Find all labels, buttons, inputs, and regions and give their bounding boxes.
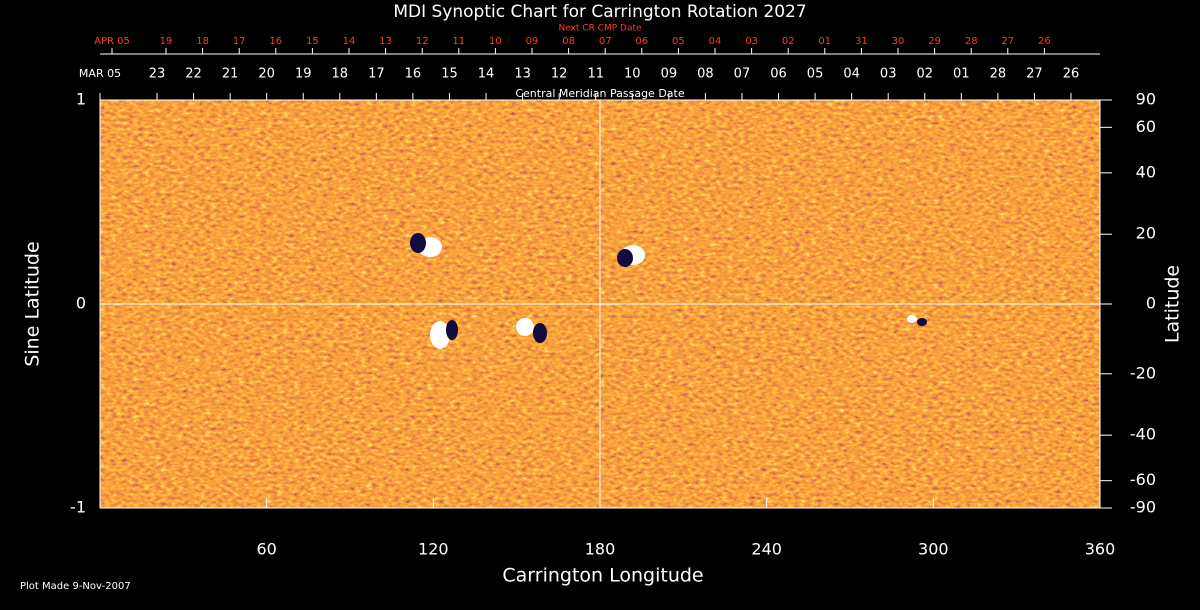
next-date-label: 06	[635, 36, 648, 47]
cmp-date-label: 12	[551, 67, 568, 82]
cmp-date-label: 08	[697, 67, 714, 82]
y2-tick-label: -20	[1130, 363, 1156, 382]
cmp-date-label: 13	[514, 67, 531, 82]
cmp-date-label: 16	[405, 67, 422, 82]
cmp-date-label: 09	[661, 67, 678, 82]
cmp-date-label: 10	[624, 67, 641, 82]
y-tick-label: -1	[70, 498, 86, 517]
next-date-label: 12	[416, 36, 429, 47]
cmp-date-label: 28	[990, 67, 1007, 82]
next-date-label: 26	[1038, 36, 1051, 47]
y2-axis-title: Latitude	[1162, 265, 1184, 343]
next-date-label: 29	[928, 36, 941, 47]
cmp-date-label: 11	[587, 67, 604, 82]
next-date-label: 18	[196, 36, 209, 47]
next-axis-title: Next CR CMP Date	[558, 24, 642, 34]
y2-tick-label: 60	[1136, 117, 1156, 136]
cmp-date-label: 22	[185, 67, 202, 82]
chart-title: MDI Synoptic Chart for Carrington Rotati…	[393, 2, 806, 22]
y2-tick-label: 0	[1146, 294, 1156, 313]
y2-tick-label: 90	[1136, 90, 1156, 109]
x-tick-label: 300	[918, 540, 949, 559]
cmp-date-label: MAR 05	[79, 67, 121, 80]
next-date-label: 13	[379, 36, 392, 47]
y2-tick-label: -40	[1130, 425, 1156, 444]
x-axis-title: Carrington Longitude	[502, 565, 703, 587]
next-date-label: 02	[782, 36, 795, 47]
y2-tick-label: 40	[1136, 162, 1156, 181]
next-date-label: 28	[965, 36, 978, 47]
cmp-date-label: 14	[478, 67, 495, 82]
next-date-label: 04	[709, 36, 722, 47]
cmp-date-label: 02	[916, 67, 933, 82]
cmp-date-label: 05	[807, 67, 824, 82]
next-date-label: 07	[599, 36, 612, 47]
y-tick-label: 0	[76, 294, 86, 313]
next-date-label: APR 05	[94, 36, 130, 47]
next-date-label: 09	[526, 36, 539, 47]
next-date-label: 19	[160, 36, 173, 47]
x-tick-label: 180	[585, 540, 616, 559]
y-tick-label: 1	[76, 90, 86, 109]
cmp-date-label: 27	[1026, 67, 1043, 82]
next-date-label: 14	[343, 36, 356, 47]
next-date-label: 27	[1001, 36, 1014, 47]
next-date-label: 10	[489, 36, 502, 47]
footnote: Plot Made 9-Nov-2007	[20, 581, 131, 592]
x-tick-label: 60	[256, 540, 276, 559]
x-tick-label: 360	[1085, 540, 1116, 559]
next-date-label: 01	[818, 36, 831, 47]
cmp-date-label: 07	[734, 67, 751, 82]
next-date-label: 30	[892, 36, 905, 47]
next-date-label: 08	[562, 36, 575, 47]
y-axis-title: Sine Latitude	[22, 241, 44, 366]
cmp-date-label: 19	[295, 67, 312, 82]
y2-tick-label: -90	[1130, 498, 1156, 517]
y2-tick-label: 20	[1136, 224, 1156, 243]
y2-tick-label: -60	[1130, 470, 1156, 489]
cmp-date-label: 01	[953, 67, 970, 82]
cmp-axis-title: Central Meridian Passage Date	[515, 87, 684, 100]
next-date-label: 03	[745, 36, 758, 47]
cmp-date-label: 03	[880, 67, 897, 82]
cmp-date-label: 18	[332, 67, 349, 82]
cmp-date-label: 21	[222, 67, 239, 82]
next-date-label: 05	[672, 36, 685, 47]
next-date-label: 15	[306, 36, 319, 47]
next-date-label: 17	[233, 36, 246, 47]
cmp-date-label: 15	[441, 67, 458, 82]
cmp-date-label: 17	[368, 67, 385, 82]
cmp-date-label: 26	[1063, 67, 1080, 82]
cmp-date-label: 20	[258, 67, 275, 82]
cmp-date-label: 04	[843, 67, 860, 82]
x-tick-label: 120	[418, 540, 449, 559]
x-tick-label: 240	[751, 540, 782, 559]
cmp-date-label: 06	[770, 67, 787, 82]
next-date-label: 11	[452, 36, 465, 47]
next-date-label: 16	[269, 36, 282, 47]
active-regions	[410, 233, 927, 349]
cmp-date-label: 23	[149, 67, 166, 82]
next-date-label: 31	[855, 36, 868, 47]
